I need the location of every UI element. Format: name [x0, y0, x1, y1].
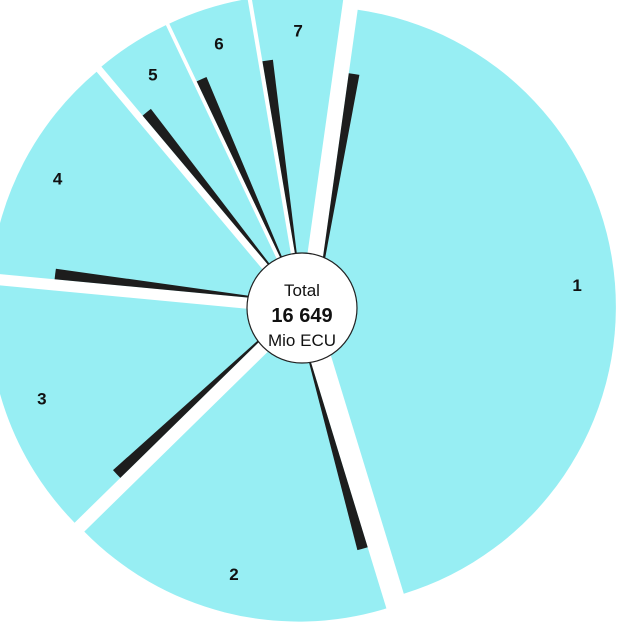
total-value: 16 649: [271, 305, 332, 327]
slice-label-3: 3: [37, 390, 46, 409]
slice-shadow-3: [113, 312, 289, 478]
slice-label-4: 4: [53, 169, 63, 188]
pie-slice-1: [316, 9, 616, 594]
slice-face-2: [84, 321, 387, 622]
slice-shadow-7: [262, 59, 302, 294]
slice-label-2: 2: [229, 565, 238, 584]
center-circle: [246, 252, 358, 364]
center-total: Total 16 649 Mio ECU: [246, 252, 358, 364]
slice-face-1: [316, 9, 616, 594]
slice-shadow-4: [54, 268, 290, 302]
slice-label-1: 1: [572, 276, 581, 295]
slice-face-3: [0, 285, 289, 523]
slice-face-4: [0, 71, 290, 302]
total-label: Total: [284, 281, 320, 300]
slice-face-7: [252, 0, 344, 294]
pie-slice-5: [101, 25, 295, 297]
pie-slice-7: [252, 0, 344, 294]
slice-face-5: [101, 25, 295, 297]
slice-shadow-1: [316, 73, 360, 307]
slice-label-5: 5: [148, 65, 157, 84]
pie-slice-6: [169, 0, 298, 295]
pie-slice-2: [84, 321, 387, 622]
slice-label-7: 7: [293, 21, 302, 40]
pie-slice-4: [0, 71, 290, 302]
slice-shadow-6: [196, 77, 298, 295]
pie-slice-3: [0, 285, 289, 523]
slice-label-6: 6: [214, 34, 223, 53]
total-unit: Mio ECU: [268, 331, 336, 350]
slice-shadow-2: [298, 321, 368, 551]
slice-shadow-5: [142, 108, 295, 297]
slice-labels: 1 2 3 4 5 6 7: [37, 21, 582, 584]
